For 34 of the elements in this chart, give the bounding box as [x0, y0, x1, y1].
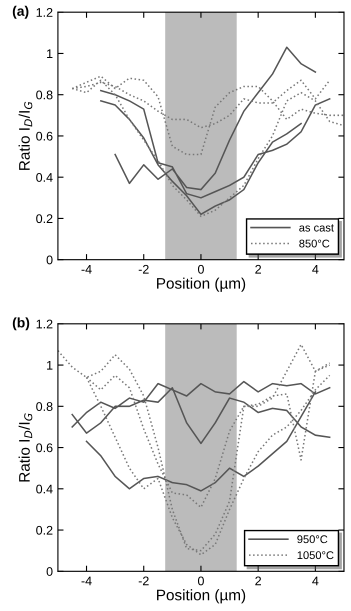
x-tick-label: 0	[198, 576, 204, 586]
x-tick-label: 4	[312, 264, 318, 274]
y-tick-label: 1.2	[36, 320, 52, 328]
y-tick-label: 0.4	[36, 484, 53, 494]
x-tick-label: 2	[255, 576, 262, 586]
y-tick-label: 0	[46, 567, 53, 576]
x-axis-title: Position (µm)	[157, 589, 246, 604]
legend-label: 850°C	[299, 240, 330, 248]
y-tick-label: 1	[47, 361, 52, 370]
y-tick-label: 0.6	[36, 132, 53, 141]
y-tick-label: 1.2	[36, 8, 52, 17]
y-tick-label: 0.4	[36, 172, 53, 182]
x-axis-title: Position (µm)	[157, 278, 246, 292]
x-tick-label: 2	[255, 264, 262, 274]
x-tick-label: 4	[312, 576, 318, 586]
legend-label: 950°C	[297, 535, 328, 544]
chart-title: (b)	[12, 317, 30, 330]
y-tick-label: 0	[46, 255, 53, 264]
y-tick-label: 0.8	[36, 90, 53, 100]
x-tick-label: -4	[82, 264, 92, 274]
chart-title: (a)	[12, 6, 28, 19]
x-tick-label: -2	[138, 576, 149, 586]
x-tick-label: -4	[82, 576, 92, 586]
y-tick-label: 0.8	[36, 402, 53, 411]
y-axis-title: Ratio I$_{D}$/I$_{G}$	[18, 102, 32, 170]
x-tick-label: -2	[138, 264, 149, 274]
y-tick-label: 0.2	[36, 526, 52, 535]
x-tick-label: 0	[198, 264, 204, 274]
y-tick-label: 0.2	[36, 214, 52, 224]
legend-label: as cast	[299, 224, 334, 232]
legend-label: 1050°C	[298, 551, 334, 560]
y-tick-label: 0.6	[36, 443, 53, 452]
y-tick-label: 1	[47, 49, 52, 58]
y-axis-title: Ratio I$_{D}$/I$_{G}$	[18, 413, 32, 482]
